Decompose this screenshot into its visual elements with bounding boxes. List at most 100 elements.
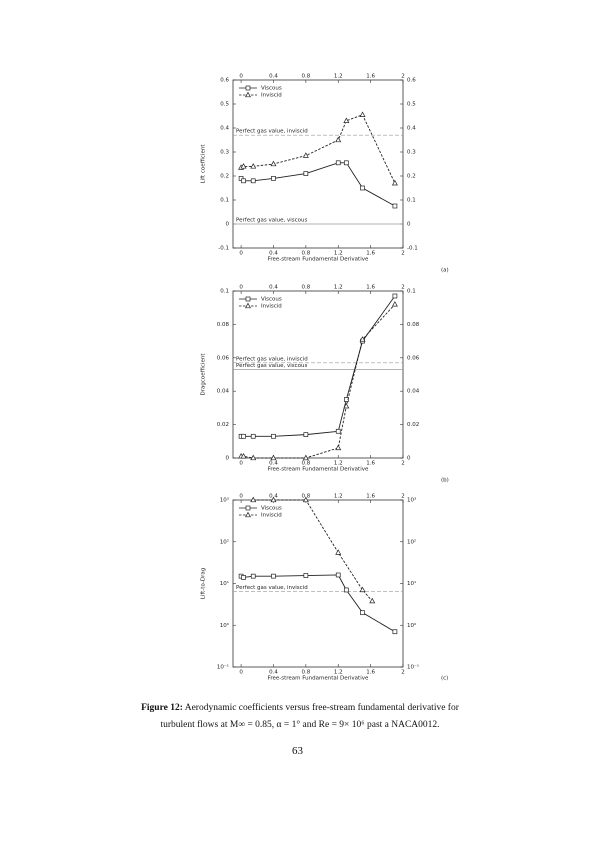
marker	[302, 454, 309, 461]
y-tick-label: -0.1	[218, 246, 229, 252]
y-tick-label: 0.4	[220, 126, 229, 132]
x-tick-label: 1.6	[366, 74, 375, 80]
y-tick-label: 0.02	[217, 422, 229, 428]
x-tick-label: 1.6	[366, 461, 375, 467]
legend-label: Viscous	[261, 297, 282, 303]
x-tick-label: 0	[239, 494, 243, 500]
plot-frame	[232, 79, 404, 249]
x-tick-label: 2	[401, 285, 405, 291]
y-axis-label: Lift coefficient	[201, 144, 207, 184]
y-tick-label: 10³	[407, 497, 416, 504]
marker	[270, 160, 277, 167]
y-tick-label: 0.6	[220, 78, 229, 84]
x-tick-label: 0.8	[301, 670, 310, 676]
reference-label: Perfect gas value, inviscid	[236, 585, 308, 591]
x-tick-label: 2	[401, 670, 405, 676]
legend-label: Viscous	[261, 86, 282, 92]
marker	[335, 572, 341, 578]
y-tick-label: 0.1	[220, 198, 229, 204]
plot-area	[238, 496, 398, 635]
y-tick-label: 0.3	[220, 150, 229, 156]
marker	[360, 610, 365, 616]
marker	[250, 454, 257, 461]
reference-label: Perfect gas value, inviscid	[236, 129, 308, 135]
marker	[238, 176, 244, 181]
reference-label: Perfect gas value, viscous	[236, 218, 308, 224]
x-tick-label: 2	[401, 494, 405, 500]
series-line	[240, 162, 396, 207]
x-tick-label: 2	[401, 461, 405, 467]
y-tick-label: 10⁻¹	[407, 664, 419, 671]
x-tick-label: 0.4	[269, 251, 278, 257]
y-tick-label: 0.3	[407, 150, 416, 156]
plot-frame	[232, 290, 404, 459]
x-tick-label: 0	[239, 251, 243, 257]
x-tick-label: 2	[401, 74, 405, 80]
marker	[250, 433, 256, 439]
y-tick-label: 0.08	[217, 322, 230, 328]
marker	[240, 163, 247, 169]
y-tick-label: 0.06	[407, 355, 420, 361]
marker	[391, 301, 398, 307]
plot-frame	[232, 499, 404, 668]
y-tick-label: 10⁻¹	[217, 664, 229, 671]
marker	[343, 160, 349, 166]
marker	[343, 117, 350, 123]
marker	[303, 432, 309, 437]
series-line	[240, 114, 396, 184]
x-tick-label: 0.8	[301, 285, 310, 291]
x-tick-label: 0.8	[301, 74, 310, 80]
marker	[335, 444, 342, 451]
marker	[250, 573, 256, 579]
marker	[343, 587, 349, 593]
marker	[391, 179, 398, 186]
y-tick-label: 0.08	[407, 322, 420, 328]
x-tick-label: 0.4	[269, 494, 278, 500]
marker	[302, 152, 309, 158]
legend-marker	[245, 505, 251, 511]
y-tick-label: 10¹	[407, 580, 416, 587]
x-tick-label: 1.6	[366, 670, 375, 676]
x-tick-label: 1.6	[366, 285, 375, 291]
y-tick-label: 0.1	[220, 289, 229, 295]
y-tick-label: 0.02	[407, 422, 419, 428]
panel-label: (c)	[441, 676, 448, 682]
marker	[359, 586, 366, 593]
reference-label: Perfect gas value, inviscid	[236, 356, 308, 362]
plot-area	[238, 293, 398, 461]
marker	[303, 171, 309, 176]
panel-label: (b)	[441, 478, 449, 484]
legend-label: Inviscid	[261, 513, 282, 519]
legend-marker	[245, 302, 251, 309]
x-axis-label: Free-stream Fundamental Derivative	[268, 467, 369, 473]
marker	[270, 496, 277, 503]
x-axis-label: Free-stream Fundamental Derivative	[268, 257, 369, 263]
marker	[250, 496, 257, 503]
x-tick-label: 2	[401, 251, 405, 257]
marker	[241, 433, 246, 439]
x-tick-label: 1.2	[334, 251, 343, 257]
x-tick-label: 0.8	[301, 494, 310, 500]
y-tick-label: 10²	[220, 538, 229, 545]
x-tick-label: 0.8	[301, 251, 310, 257]
marker	[359, 336, 366, 342]
x-tick-label: 1.2	[334, 494, 343, 500]
y-tick-label: 0	[226, 456, 230, 462]
x-tick-label: 1.2	[334, 74, 343, 80]
marker	[369, 597, 376, 604]
y-tick-label: 0	[407, 456, 411, 462]
series-line	[240, 574, 396, 633]
marker	[240, 452, 247, 459]
marker	[343, 402, 350, 409]
marker	[241, 575, 246, 580]
y-tick-label: 0.2	[407, 174, 416, 180]
marker	[241, 178, 246, 184]
x-tick-label: 0	[239, 74, 243, 80]
x-tick-label: 0.4	[269, 285, 278, 291]
reference-label: Perfect gas value, viscous	[236, 363, 308, 369]
y-tick-label: 0.1	[407, 289, 416, 295]
y-tick-label: 0.2	[220, 174, 229, 180]
marker	[303, 573, 309, 578]
marker	[271, 176, 276, 181]
